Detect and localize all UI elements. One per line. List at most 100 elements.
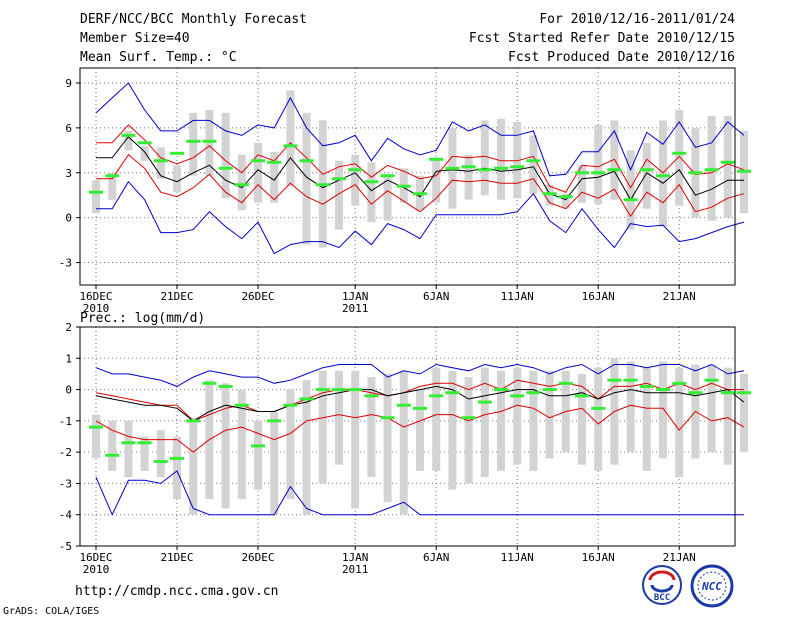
x-tick-label: 16JAN (582, 551, 615, 564)
y-tick-label: 6 (65, 122, 72, 135)
bcc-logo: BCC (642, 565, 682, 605)
ensemble-box (189, 112, 198, 176)
x-tick-sublabel: 2011 (342, 302, 369, 315)
ensemble-box (351, 154, 360, 206)
ensemble-box (270, 151, 279, 203)
ensemble-box (642, 142, 651, 209)
ensemble-box (237, 389, 246, 500)
y-tick-label: -1 (59, 415, 72, 428)
x-tick-label: 1JAN (342, 290, 369, 303)
plot-frame (79, 67, 736, 286)
ensemble-box (108, 172, 117, 200)
ensemble-box (221, 112, 230, 199)
y-tick-label: 2 (65, 321, 72, 334)
bcc-logo-text: BCC (654, 593, 670, 603)
y-tick-label: -2 (59, 446, 72, 459)
figure-title: DERF/NCC/BCC Monthly Forecast (80, 12, 307, 27)
ensemble-box (92, 414, 100, 459)
ensemble-box (108, 420, 117, 471)
ensemble-box (513, 367, 522, 465)
forecast-produced-label: Fcst Produced Date 2010/12/16 (508, 50, 735, 65)
x-tick-label: 26DEC (241, 290, 274, 303)
ensemble-box (432, 157, 441, 203)
ensemble-box (626, 361, 635, 453)
ensemble-box (594, 124, 603, 205)
x-tick-label: 21JAN (663, 290, 696, 303)
ensemble-box (642, 367, 651, 471)
x-tick-label: 16DEC (79, 290, 112, 303)
ensemble-box (675, 109, 684, 206)
ensemble-box (723, 115, 732, 218)
ensemble-box (221, 383, 230, 509)
x-tick-label: 21DEC (160, 551, 193, 564)
ensemble-box (578, 165, 586, 203)
ensemble-box (464, 154, 473, 200)
ensemble-box (351, 370, 360, 509)
ensemble-box (480, 367, 489, 478)
ensemble-box (270, 411, 279, 515)
ensemble-box (464, 377, 473, 484)
x-tick-sublabel: 2011 (342, 563, 369, 576)
ensemble-box (237, 154, 246, 211)
forecast-period-label: For 2010/12/16-2011/01/24 (539, 12, 735, 27)
source-url: http://cmdp.ncc.cma.gov.cn (75, 584, 279, 599)
ensemble-box (383, 373, 392, 503)
series-line-min (95, 470, 744, 516)
x-tick-label: 26DEC (241, 551, 274, 564)
y-tick-label: 9 (65, 77, 72, 90)
series-line-max (95, 82, 745, 177)
ensemble-box (286, 389, 295, 500)
x-tick-label: 1JAN (342, 551, 369, 564)
ensemble-box (156, 430, 165, 478)
ensemble-box (432, 367, 441, 471)
ensemble-box (659, 361, 667, 459)
ensemble-box (594, 367, 603, 471)
ensemble-box (124, 420, 133, 478)
ensemble-box (335, 160, 343, 230)
ensemble-box (254, 142, 262, 203)
series-line-min (96, 180, 745, 255)
series-line-mean (95, 385, 745, 422)
ensemble-box (740, 373, 748, 453)
x-tick-label: 16DEC (79, 551, 112, 564)
ensemble-box (367, 162, 376, 223)
x-tick-sublabel: 2010 (83, 302, 110, 315)
ensemble-box (254, 420, 262, 490)
ensemble-box (302, 112, 311, 245)
ensemble-box (173, 436, 181, 500)
ensemble-box (416, 389, 424, 471)
ensemble-box (497, 118, 505, 200)
ensemble-box (367, 377, 376, 478)
ensemble-box (529, 370, 538, 471)
series-line-upper (96, 124, 745, 193)
ensemble-box (286, 90, 295, 187)
ensemble-box (189, 417, 198, 515)
x-tick-label: 21JAN (663, 551, 696, 564)
member-size-label: Member Size=40 (80, 31, 190, 46)
series-line-max (95, 363, 745, 387)
series-line-lower (95, 404, 745, 453)
ensemble-box (545, 370, 554, 459)
ensemble-box (140, 145, 149, 161)
ensemble-box (302, 380, 311, 515)
forecast-started-label: Fcst Started Refer Date 2010/12/15 (469, 31, 735, 46)
ncc-logo-text: NCC (701, 580, 722, 593)
y-tick-label: -4 (59, 509, 73, 522)
ensemble-box (124, 130, 133, 151)
x-tick-label: 21DEC (160, 290, 193, 303)
ensemble-box (707, 364, 716, 453)
series-line-upper (95, 379, 744, 422)
ensemble-box (480, 120, 489, 196)
y-tick-label: 3 (65, 167, 72, 180)
y-tick-label: 1 (65, 352, 72, 365)
variable-label: Mean Surf. Temp.: °C (80, 50, 237, 65)
y-tick-label: -3 (59, 477, 72, 490)
ensemble-box (529, 135, 538, 194)
grads-credit: GrADS: COLA/IGES (3, 606, 99, 617)
ensemble-box (399, 370, 408, 515)
x-tick-label: 6JAN (423, 551, 450, 564)
x-tick-label: 6JAN (423, 290, 450, 303)
